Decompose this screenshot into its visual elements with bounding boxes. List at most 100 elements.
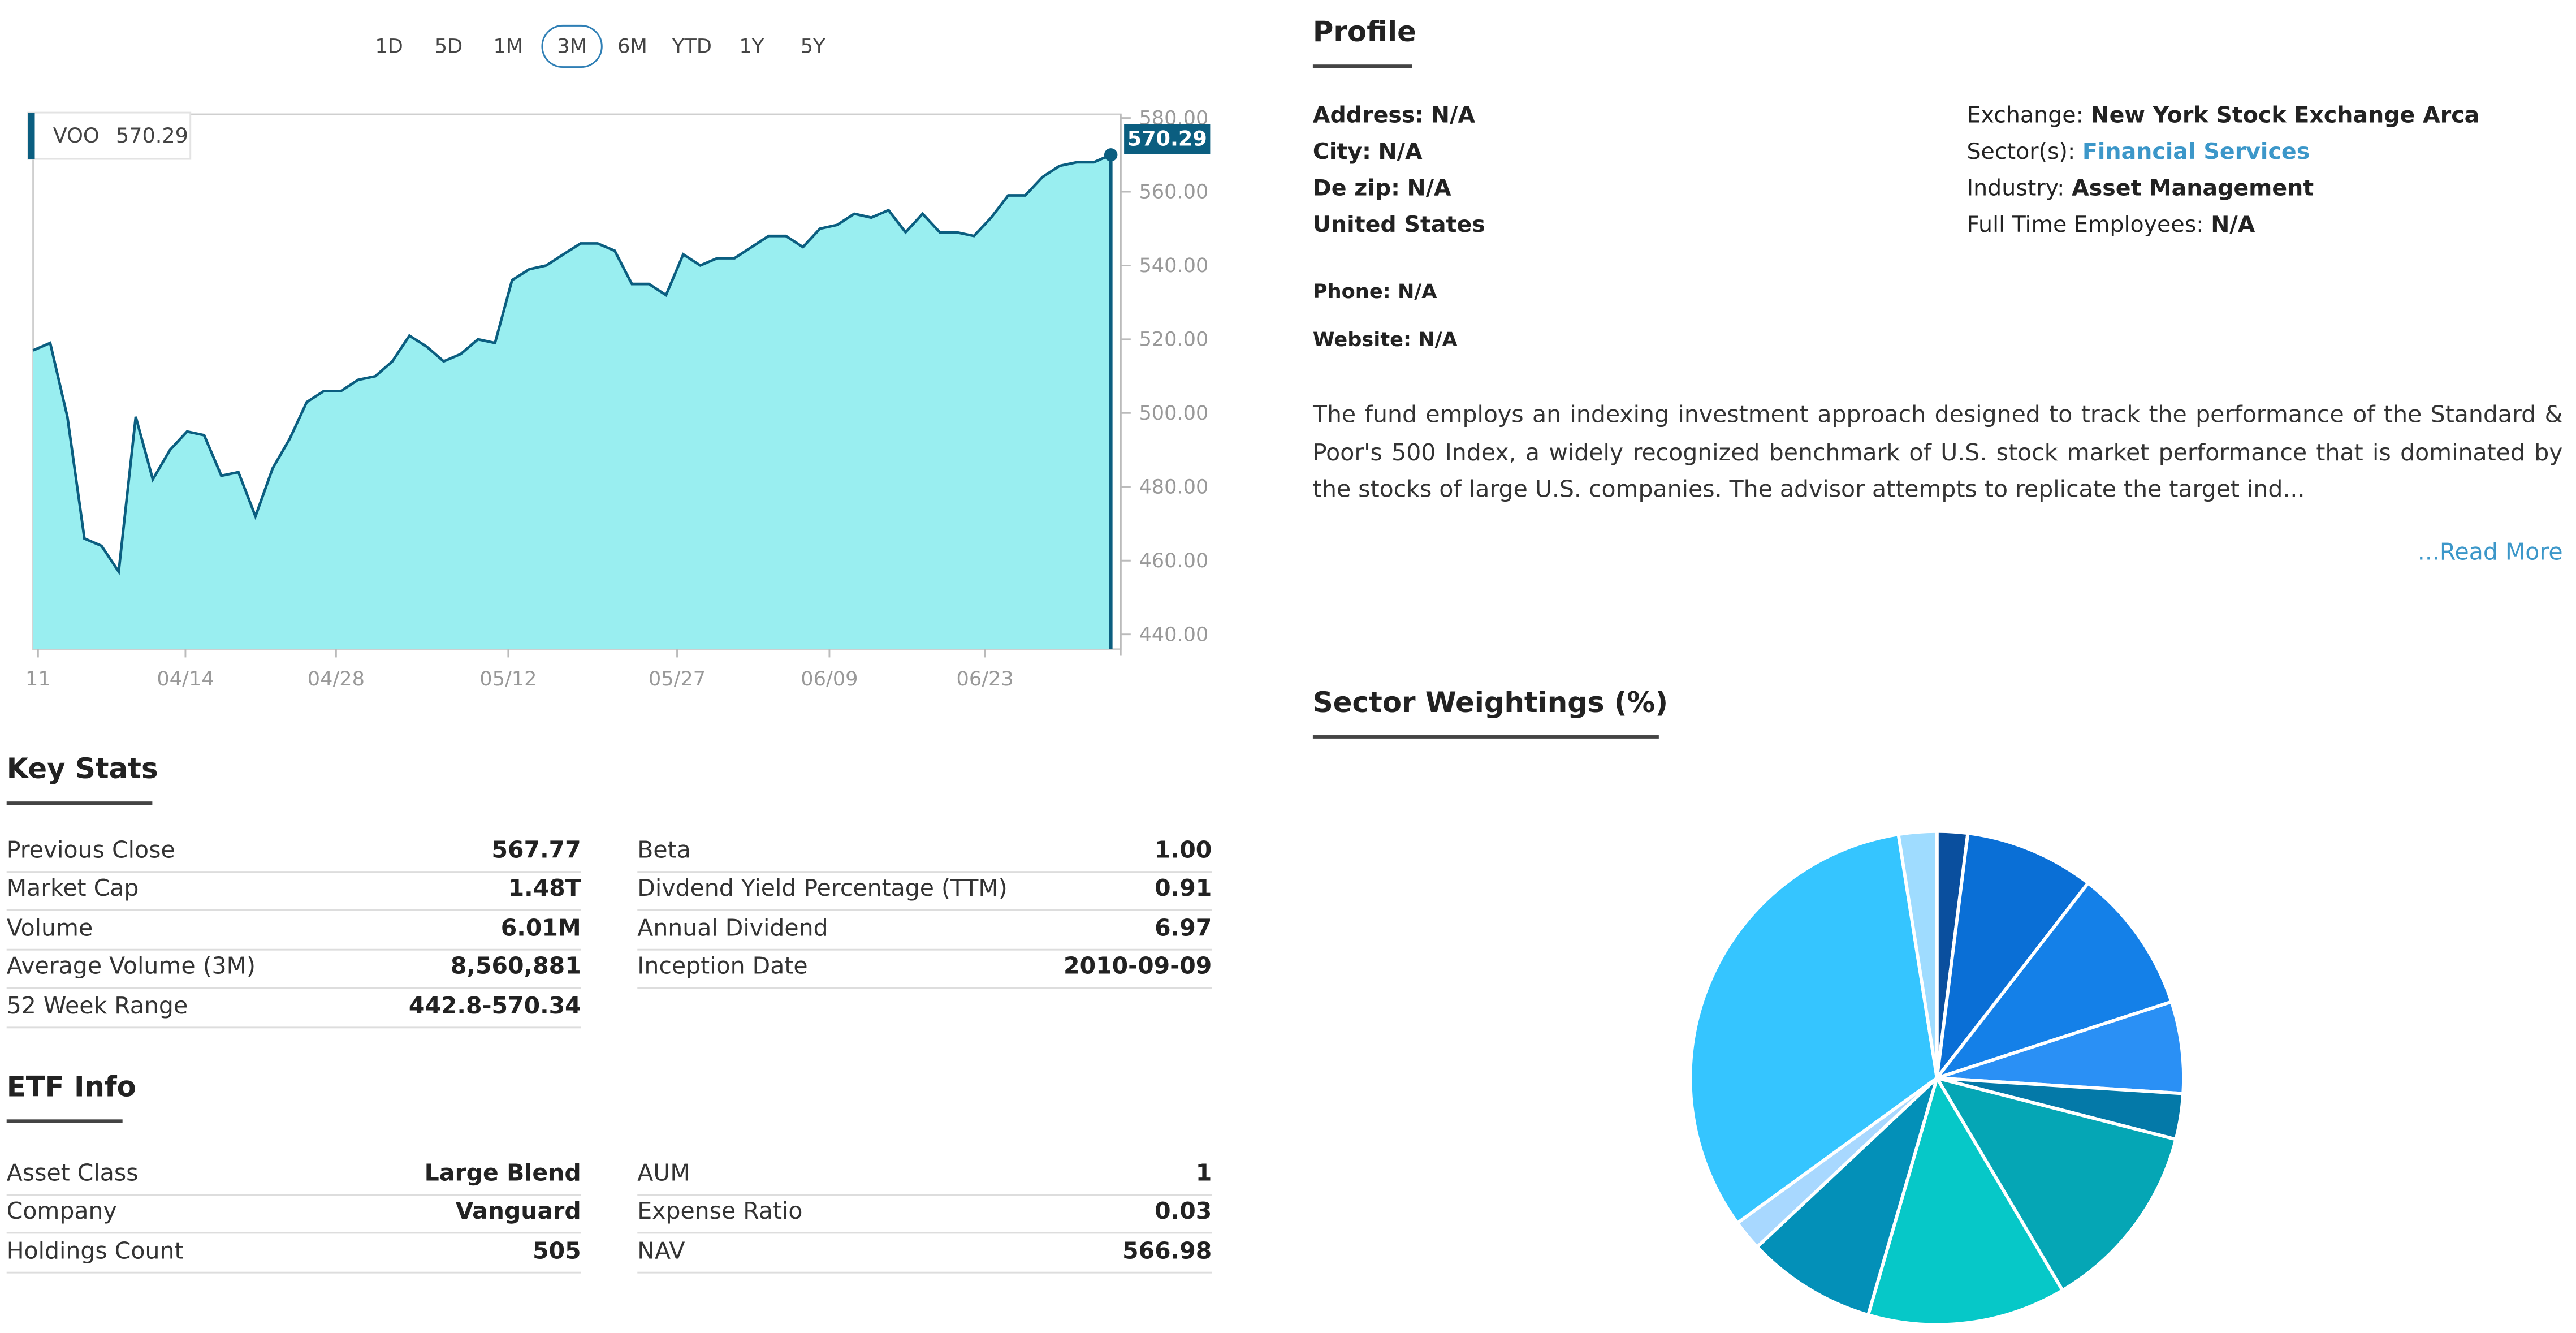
etf-info-value: 505 bbox=[533, 1238, 581, 1265]
range-tab-ytd[interactable]: YTD bbox=[672, 34, 712, 58]
sector-line: Sector(s): Financial Services bbox=[1966, 139, 2310, 166]
y-tick-label: 540.00 bbox=[1139, 254, 1208, 277]
key-stat-value: 6.97 bbox=[1155, 915, 1212, 942]
pie-slice[interactable] bbox=[1866, 1073, 2065, 1327]
etf-info-row: Company Vanguard bbox=[6, 1194, 581, 1235]
pie-slice[interactable] bbox=[1932, 881, 2174, 1081]
key-stat-row: Beta 1.00 bbox=[637, 833, 1212, 873]
etf-info-label: Asset Class bbox=[6, 1161, 139, 1188]
range-tab-6m[interactable]: 6M bbox=[617, 34, 647, 58]
key-stat-label: Market Cap bbox=[6, 877, 139, 903]
etf-info-value: 0.03 bbox=[1155, 1200, 1212, 1226]
y-tick-label: 500.00 bbox=[1139, 402, 1208, 425]
chart-legend: VOO 570.29 bbox=[27, 111, 192, 160]
key-stat-row: Divdend Yield Percentage (TTM) 0.91 bbox=[637, 872, 1212, 912]
key-stat-value: 6.01M bbox=[500, 915, 581, 942]
etf-info-label: AUM bbox=[637, 1161, 690, 1188]
x-tick-label: 04/28 bbox=[308, 667, 365, 691]
address-line: Address: N/A bbox=[1312, 102, 1475, 130]
key-stats-title: Key Stats bbox=[6, 753, 158, 787]
etf-info-row: Asset Class Large Blend bbox=[6, 1156, 581, 1196]
key-stat-row: 52 Week Range 442.8-570.34 bbox=[6, 988, 581, 1028]
range-tab-3m[interactable]: 3M bbox=[541, 24, 603, 68]
etf-info-row: NAV 566.98 bbox=[637, 1233, 1212, 1274]
key-stat-value: 1.00 bbox=[1155, 838, 1212, 865]
etf-info-underline bbox=[6, 1119, 123, 1123]
price-area bbox=[33, 154, 1111, 649]
etf-info-value: 566.98 bbox=[1122, 1238, 1212, 1265]
fund-description: The fund employs an indexing investment … bbox=[1312, 402, 2563, 504]
key-stat-row: Annual Dividend 6.97 bbox=[637, 911, 1212, 951]
range-tab-1y[interactable]: 1Y bbox=[739, 34, 764, 58]
etf-info-title: ETF Info bbox=[6, 1071, 136, 1105]
pie-slice[interactable] bbox=[1896, 829, 1939, 1079]
sector-link[interactable]: Financial Services bbox=[2082, 139, 2310, 166]
price-chart: 580.00560.00540.00520.00500.00480.00460.… bbox=[25, 106, 1211, 691]
last-price-dot bbox=[1104, 148, 1118, 162]
country-line: United States bbox=[1312, 212, 1485, 239]
key-stat-label: Beta bbox=[637, 838, 691, 865]
pie-slice[interactable] bbox=[1936, 999, 2185, 1095]
phone-line: Phone: N/A bbox=[1312, 279, 1437, 303]
last-price-text: 570.29 bbox=[1127, 127, 1207, 151]
range-tab-5y[interactable]: 5Y bbox=[800, 34, 825, 58]
key-stat-label: Divdend Yield Percentage (TTM) bbox=[637, 877, 1008, 903]
zip-line: De zip: N/A bbox=[1312, 175, 1451, 202]
key-stat-value: 0.91 bbox=[1155, 877, 1212, 903]
key-stat-row: Volume 6.01M bbox=[6, 911, 581, 951]
key-stat-value: 8,560,881 bbox=[450, 954, 581, 981]
website-line: Website: N/A bbox=[1312, 327, 1458, 351]
key-stat-label: Previous Close bbox=[6, 838, 175, 865]
range-tab-5d[interactable]: 5D bbox=[434, 34, 463, 58]
x-tick-label: 11 bbox=[25, 667, 51, 691]
key-stats-underline bbox=[6, 801, 153, 805]
key-stat-label: 52 Week Range bbox=[6, 993, 188, 1020]
sector-weightings-underline bbox=[1312, 735, 1659, 739]
key-stat-row: Average Volume (3M) 8,560,881 bbox=[6, 949, 581, 989]
etf-info-label: Holdings Count bbox=[6, 1238, 184, 1265]
key-stat-label: Annual Dividend bbox=[637, 915, 828, 942]
range-tab-1m[interactable]: 1M bbox=[493, 34, 524, 58]
key-stat-row: Inception Date 2010-09-09 bbox=[637, 949, 1212, 989]
etf-info-label: Company bbox=[6, 1200, 117, 1226]
pie-slice[interactable] bbox=[1934, 831, 2091, 1084]
etf-info-row: Holdings Count 505 bbox=[6, 1233, 581, 1274]
x-tick-label: 05/27 bbox=[649, 667, 706, 691]
sector-pie-chart bbox=[1688, 829, 2185, 1327]
industry-line: Industry: Asset Management bbox=[1966, 175, 2314, 202]
y-tick-label: 480.00 bbox=[1139, 476, 1208, 499]
etf-info-value: 1 bbox=[1195, 1161, 1212, 1188]
etf-info-label: NAV bbox=[637, 1238, 685, 1265]
legend-value: 570.29 bbox=[116, 123, 188, 148]
pie-slice[interactable] bbox=[1933, 1075, 2178, 1293]
y-tick-label: 520.00 bbox=[1139, 328, 1208, 351]
profile-underline bbox=[1312, 64, 1412, 68]
employees-line: Full Time Employees: N/A bbox=[1966, 212, 2255, 239]
key-stat-value: 567.77 bbox=[491, 838, 581, 865]
key-stat-label: Volume bbox=[6, 915, 93, 942]
y-tick-label: 560.00 bbox=[1139, 180, 1208, 204]
key-stat-value: 1.48T bbox=[508, 877, 581, 903]
etf-info-row: Expense Ratio 0.03 bbox=[637, 1194, 1212, 1235]
x-tick-label: 04/14 bbox=[157, 667, 214, 691]
last-price-label: 570.29 bbox=[1124, 124, 1211, 154]
key-stat-row: Previous Close 567.77 bbox=[6, 833, 581, 873]
key-stat-value: 442.8-570.34 bbox=[408, 993, 581, 1020]
pie-slice[interactable] bbox=[1688, 832, 1939, 1226]
etf-info-row: AUM 1 bbox=[637, 1156, 1212, 1196]
city-line: City: N/A bbox=[1312, 139, 1423, 166]
profile-title: Profile bbox=[1312, 16, 1416, 50]
range-tab-1d[interactable]: 1D bbox=[375, 34, 403, 58]
key-stat-label: Inception Date bbox=[637, 954, 808, 981]
x-tick-label: 05/12 bbox=[479, 667, 537, 691]
pie-slice[interactable] bbox=[1754, 1072, 1940, 1317]
read-more-link[interactable]: ...Read More bbox=[2417, 540, 2563, 567]
etf-info-label: Expense Ratio bbox=[637, 1200, 803, 1226]
y-tick-label: 460.00 bbox=[1139, 549, 1208, 572]
etf-info-value: Large Blend bbox=[424, 1161, 581, 1188]
x-tick-label: 06/09 bbox=[801, 667, 858, 691]
sector-weightings-title: Sector Weightings (%) bbox=[1312, 687, 1669, 721]
x-tick-label: 06/23 bbox=[957, 667, 1014, 691]
price-line bbox=[32, 153, 1112, 576]
exchange-line: Exchange: New York Stock Exchange Arca bbox=[1966, 102, 2480, 130]
